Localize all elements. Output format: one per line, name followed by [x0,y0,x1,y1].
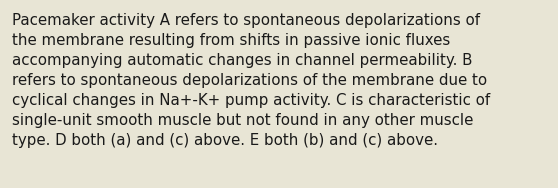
Text: Pacemaker activity A refers to spontaneous depolarizations of
the membrane resul: Pacemaker activity A refers to spontaneo… [12,13,490,148]
